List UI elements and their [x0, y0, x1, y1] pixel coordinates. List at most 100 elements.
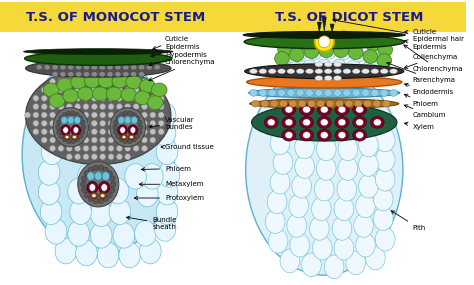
Ellipse shape — [352, 69, 360, 74]
Ellipse shape — [88, 196, 93, 201]
Ellipse shape — [117, 95, 122, 101]
Text: Metaxylem: Metaxylem — [139, 181, 203, 187]
Ellipse shape — [78, 162, 119, 207]
Ellipse shape — [378, 43, 392, 56]
Ellipse shape — [75, 137, 81, 143]
Ellipse shape — [158, 162, 180, 187]
Ellipse shape — [24, 49, 173, 54]
Ellipse shape — [36, 65, 42, 70]
Ellipse shape — [351, 33, 366, 47]
Ellipse shape — [354, 100, 362, 107]
Ellipse shape — [107, 178, 129, 204]
Ellipse shape — [129, 136, 133, 139]
Text: T.S. OF MONOCOT STEM: T.S. OF MONOCOT STEM — [27, 11, 206, 24]
Ellipse shape — [135, 221, 156, 246]
Ellipse shape — [154, 103, 176, 128]
Ellipse shape — [293, 49, 307, 62]
Ellipse shape — [73, 127, 79, 133]
Ellipse shape — [91, 129, 97, 135]
Text: T.S. OF DICOT STEM: T.S. OF DICOT STEM — [274, 11, 423, 24]
Ellipse shape — [75, 145, 81, 151]
Ellipse shape — [245, 64, 404, 79]
Ellipse shape — [84, 171, 90, 176]
Ellipse shape — [146, 65, 152, 70]
Ellipse shape — [91, 120, 97, 126]
Ellipse shape — [353, 117, 366, 128]
Ellipse shape — [131, 65, 137, 70]
Ellipse shape — [100, 137, 106, 143]
Ellipse shape — [366, 52, 380, 65]
Ellipse shape — [377, 54, 392, 67]
Ellipse shape — [100, 112, 106, 118]
Ellipse shape — [128, 134, 135, 140]
Ellipse shape — [290, 48, 304, 62]
Ellipse shape — [121, 88, 137, 102]
Ellipse shape — [91, 65, 97, 70]
Ellipse shape — [296, 89, 304, 96]
Ellipse shape — [53, 108, 89, 147]
Ellipse shape — [92, 194, 96, 197]
Ellipse shape — [362, 62, 375, 75]
Ellipse shape — [66, 145, 72, 151]
Ellipse shape — [100, 87, 106, 93]
Ellipse shape — [365, 246, 385, 270]
Ellipse shape — [133, 95, 139, 101]
Ellipse shape — [60, 72, 66, 77]
Ellipse shape — [103, 196, 109, 201]
Ellipse shape — [41, 87, 47, 93]
Ellipse shape — [362, 89, 369, 96]
Ellipse shape — [66, 129, 72, 135]
Ellipse shape — [78, 116, 82, 121]
Ellipse shape — [22, 54, 174, 255]
Ellipse shape — [380, 69, 388, 74]
Ellipse shape — [310, 217, 329, 240]
Ellipse shape — [83, 145, 89, 151]
Ellipse shape — [108, 129, 114, 135]
Ellipse shape — [123, 139, 128, 144]
Polygon shape — [330, 24, 334, 32]
Ellipse shape — [324, 62, 332, 67]
Ellipse shape — [56, 120, 61, 125]
Ellipse shape — [142, 164, 163, 189]
Ellipse shape — [373, 100, 381, 107]
Ellipse shape — [128, 139, 132, 144]
Ellipse shape — [126, 75, 142, 89]
Ellipse shape — [125, 164, 146, 189]
Ellipse shape — [250, 69, 257, 74]
Ellipse shape — [66, 154, 72, 160]
Ellipse shape — [142, 129, 147, 135]
Ellipse shape — [100, 194, 105, 197]
Ellipse shape — [33, 95, 39, 101]
Ellipse shape — [356, 233, 375, 257]
Ellipse shape — [99, 182, 109, 194]
Text: Pith: Pith — [391, 211, 426, 231]
Ellipse shape — [38, 179, 60, 205]
Ellipse shape — [33, 120, 39, 126]
Ellipse shape — [74, 117, 81, 124]
Ellipse shape — [83, 104, 89, 109]
Ellipse shape — [302, 60, 317, 73]
Ellipse shape — [302, 106, 310, 113]
Ellipse shape — [115, 72, 121, 77]
Ellipse shape — [75, 154, 81, 160]
Ellipse shape — [41, 95, 47, 101]
Ellipse shape — [324, 76, 332, 81]
Ellipse shape — [75, 112, 81, 118]
Ellipse shape — [99, 72, 105, 77]
Ellipse shape — [280, 249, 300, 273]
Text: Epidermal hair: Epidermal hair — [333, 19, 464, 42]
Ellipse shape — [154, 65, 160, 70]
Ellipse shape — [117, 79, 122, 85]
Ellipse shape — [58, 137, 64, 143]
Ellipse shape — [76, 240, 97, 266]
Ellipse shape — [135, 91, 150, 105]
Text: Parenchyma: Parenchyma — [387, 62, 456, 83]
Ellipse shape — [338, 137, 358, 161]
Ellipse shape — [132, 137, 137, 142]
Ellipse shape — [122, 136, 126, 139]
Ellipse shape — [337, 31, 351, 45]
Ellipse shape — [125, 129, 131, 135]
Ellipse shape — [318, 117, 331, 128]
Ellipse shape — [40, 199, 62, 225]
Ellipse shape — [91, 72, 97, 77]
